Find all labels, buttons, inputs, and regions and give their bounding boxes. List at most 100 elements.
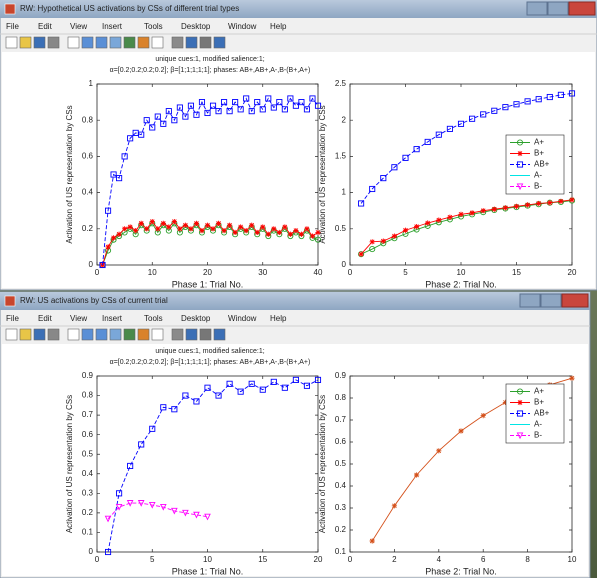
data-point (198, 99, 206, 106)
toolbar-button[interactable] (81, 328, 94, 341)
x-tick-label: 2 (392, 555, 397, 564)
y-tick-label: 0.1 (82, 528, 94, 537)
toolbar-button[interactable] (199, 36, 212, 49)
data-point (237, 388, 244, 395)
data-point (314, 102, 322, 109)
data-point (209, 102, 217, 109)
series-line (360, 92, 573, 204)
menu-item[interactable]: Desktop (181, 314, 211, 323)
close-button[interactable] (568, 1, 596, 16)
data-point (115, 503, 123, 511)
data-point (480, 413, 486, 419)
toolbar-button[interactable] (151, 328, 164, 341)
menu-item[interactable]: File (6, 22, 19, 31)
toolbar-button[interactable] (33, 328, 46, 341)
menu-item[interactable]: Help (270, 22, 287, 31)
data-point (116, 231, 122, 237)
toolbar-button[interactable] (19, 328, 32, 341)
data-point (165, 108, 172, 115)
data-point (303, 106, 311, 113)
x-axis-label: Phase 2: Trial No. (425, 566, 497, 576)
data-point (414, 224, 420, 230)
toolbar-button[interactable] (171, 328, 184, 341)
menu-item[interactable]: Edit (38, 314, 53, 323)
data-point (237, 106, 244, 113)
toolbar-button[interactable] (185, 328, 198, 341)
data-point (232, 99, 239, 106)
toolbar-button[interactable] (199, 328, 212, 341)
x-tick-label: 5 (403, 268, 408, 277)
data-point (480, 111, 487, 118)
x-tick-label: 0 (348, 268, 353, 277)
toolbar-button[interactable] (47, 36, 60, 49)
close-button[interactable] (561, 293, 589, 308)
menu-item[interactable]: Help (270, 314, 287, 323)
toolbar-button[interactable] (171, 36, 184, 49)
data-point (243, 95, 250, 102)
toolbar-button[interactable] (47, 328, 60, 341)
data-point (171, 406, 178, 413)
menu-item[interactable]: Insert (102, 22, 123, 31)
data-point (558, 198, 564, 204)
legend-marker (516, 139, 524, 146)
minimize-button[interactable] (526, 1, 548, 16)
data-point (358, 251, 364, 257)
x-axis-label: Phase 2: Trial No. (425, 279, 497, 289)
menu-item[interactable]: Tools (144, 314, 163, 323)
menu-item[interactable]: Tools (144, 22, 163, 31)
legend-marker (517, 150, 523, 157)
toolbar-button[interactable] (95, 36, 108, 49)
data-point (99, 261, 106, 269)
menu-item[interactable]: Window (228, 314, 257, 323)
toolbar-button[interactable] (151, 36, 164, 49)
data-point (524, 98, 531, 105)
data-point (149, 425, 156, 432)
menu-item[interactable]: File (6, 314, 19, 323)
data-point (502, 205, 508, 211)
menu-item[interactable]: Window (228, 22, 257, 31)
toolbar-button[interactable] (109, 328, 122, 341)
toolbar-button[interactable] (67, 36, 80, 49)
data-point (187, 102, 194, 109)
data-point (171, 117, 178, 124)
toolbar-button[interactable] (5, 328, 18, 341)
toolbar-button[interactable] (137, 36, 150, 49)
toolbar-button[interactable] (213, 328, 226, 341)
y-tick-label: 0.1 (335, 547, 347, 556)
data-point (204, 109, 211, 117)
data-point (248, 108, 255, 115)
toolbar-button[interactable] (95, 328, 108, 341)
menu-item[interactable]: Edit (38, 22, 53, 31)
y-tick-label: 0 (342, 260, 347, 269)
y-tick-label: 0.2 (82, 508, 94, 517)
legend-label: A+ (534, 387, 544, 396)
series-line (102, 220, 319, 266)
toolbar-button[interactable] (123, 328, 136, 341)
toolbar-button[interactable] (33, 36, 46, 49)
data-point (193, 220, 200, 226)
maximize-button[interactable] (540, 293, 562, 308)
toolbar-button[interactable] (67, 328, 80, 341)
toolbar-button[interactable] (19, 36, 32, 49)
toolbar-button[interactable] (5, 36, 18, 49)
menu-item[interactable]: View (70, 314, 87, 323)
x-tick-label: 10 (457, 268, 466, 277)
toolbar-button[interactable] (109, 36, 122, 49)
menu-item[interactable]: Insert (102, 314, 123, 323)
toolbar-button[interactable] (81, 36, 94, 49)
data-point (182, 222, 188, 228)
toolbar-button[interactable] (123, 36, 136, 49)
data-point (402, 154, 409, 161)
toolbar-button[interactable] (185, 36, 198, 49)
data-point (204, 384, 211, 391)
toolbar-button[interactable] (213, 36, 226, 49)
toolbar-button[interactable] (137, 328, 150, 341)
menu-item[interactable]: View (70, 22, 87, 31)
minimize-button[interactable] (519, 293, 541, 308)
y-tick-label: 0.8 (82, 115, 94, 124)
data-point (546, 93, 553, 101)
menu-item[interactable]: Desktop (181, 22, 211, 31)
legend-label: A- (534, 420, 542, 429)
maximize-button[interactable] (547, 1, 569, 16)
